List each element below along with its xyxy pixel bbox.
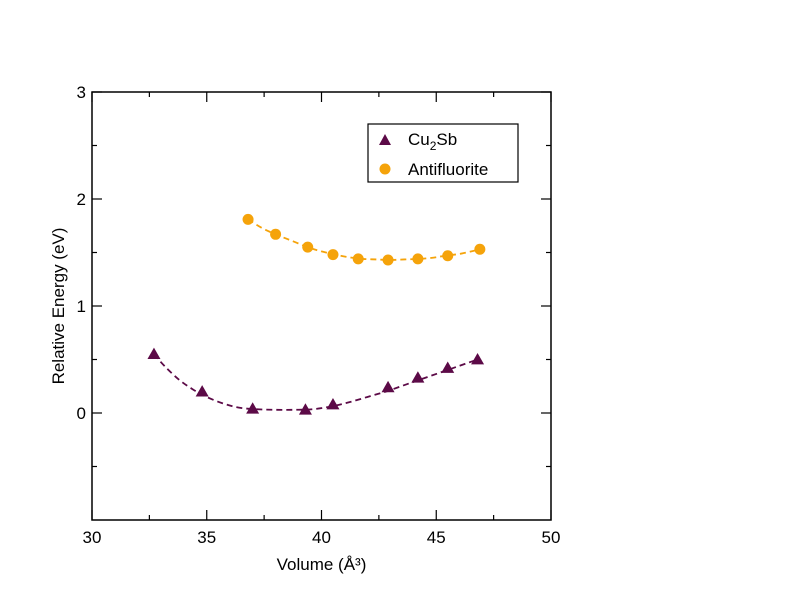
data-point-cu2sb	[411, 371, 425, 383]
fit-curves	[153, 218, 481, 411]
y-tick-label: 3	[77, 83, 86, 102]
legend-label-cu2sb: Cu2Sb	[408, 130, 457, 153]
x-tick-label: 30	[83, 528, 102, 547]
legend-marker-antifluorite	[379, 163, 391, 175]
data-point-antifluorite	[442, 250, 454, 262]
data-point-cu2sb	[298, 403, 312, 415]
data-point-antifluorite	[270, 228, 282, 240]
data-point-cu2sb	[471, 353, 485, 365]
x-tick-label: 45	[427, 528, 446, 547]
data-point-antifluorite	[327, 249, 339, 261]
x-tick-label: 35	[197, 528, 216, 547]
data-point-antifluorite	[382, 254, 394, 266]
y-axis-label: Relative Energy (eV)	[49, 228, 68, 385]
data-point-cu2sb	[326, 397, 340, 410]
data-point-cu2sb	[381, 380, 395, 393]
data-point-antifluorite	[474, 243, 486, 255]
x-tick-label: 50	[542, 528, 561, 547]
data-markers	[147, 213, 486, 415]
legend: Cu2Sb Antifluorite	[367, 123, 519, 183]
data-point-antifluorite	[242, 213, 254, 225]
y-tick-label: 1	[77, 297, 86, 316]
axis-ticks	[91, 91, 552, 520]
data-point-antifluorite	[302, 241, 314, 253]
legend-label-antifluorite: Antifluorite	[408, 160, 488, 179]
data-point-antifluorite	[352, 253, 364, 265]
legend-marker-cu2sb	[379, 134, 391, 145]
data-point-cu2sb	[441, 361, 455, 373]
y-tick-label: 2	[77, 190, 86, 209]
data-point-cu2sb	[195, 385, 209, 397]
tick-labels: 30 35 40 45 50 0 1 2 3	[77, 83, 561, 547]
x-axis-label: Volume (Å³)	[277, 555, 367, 574]
data-point-antifluorite	[412, 253, 424, 265]
x-tick-label: 40	[312, 528, 331, 547]
fit-curve-cu2sb	[153, 353, 478, 411]
legend-box	[367, 123, 519, 183]
y-tick-label: 0	[77, 404, 86, 423]
data-point-cu2sb	[147, 347, 161, 360]
data-point-cu2sb	[246, 402, 260, 414]
